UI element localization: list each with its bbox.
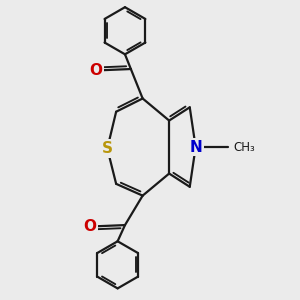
Text: CH₃: CH₃ bbox=[233, 141, 255, 154]
Text: O: O bbox=[89, 63, 102, 78]
Text: S: S bbox=[102, 141, 113, 156]
Text: N: N bbox=[189, 140, 202, 154]
Text: O: O bbox=[83, 219, 96, 234]
